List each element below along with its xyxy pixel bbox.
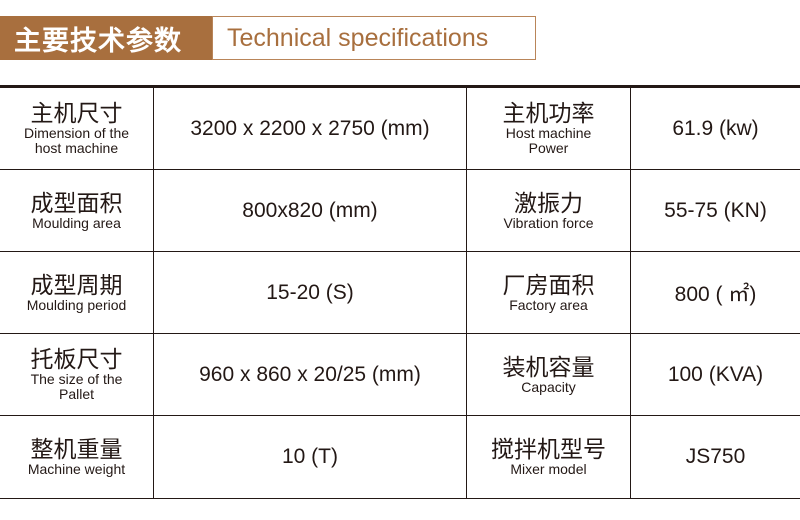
label-en: Mixer model <box>510 461 587 477</box>
spec-value: 61.9 (kw) <box>630 86 800 170</box>
label-cn: 成型周期 <box>30 271 123 298</box>
label-en: Moulding period <box>26 296 127 313</box>
section-title-en: Technical specifications <box>212 16 536 60</box>
label-cn: 成型面积 <box>30 189 123 216</box>
label-en: Moulding area <box>32 214 121 231</box>
spec-value: 100 (KVA) <box>630 333 800 416</box>
table-row: 主机尺寸 Dimension of the host machine 3200 x… <box>0 86 800 170</box>
spec-label: 装机容量 Capacity <box>466 333 631 416</box>
label-en: Machine weight <box>27 461 126 477</box>
label-en: Capacity <box>521 378 576 395</box>
spec-value: 55-75 (KN) <box>630 169 800 252</box>
label-en: Factory area <box>509 296 588 313</box>
label-cn: 激振力 <box>514 189 583 216</box>
spec-label: 托板尺寸 The size of the Pallet <box>0 333 154 416</box>
label-cn: 托板尺寸 <box>30 346 123 372</box>
spec-value: 800x820 (mm) <box>153 169 467 252</box>
spec-table: 主机尺寸 Dimension of the host machine 3200 x… <box>0 85 800 499</box>
spec-label: 激振力 Vibration force <box>466 169 631 252</box>
spec-label: 整机重量 Machine weight <box>0 415 154 499</box>
spec-label: 厂房面积 Factory area <box>466 251 631 334</box>
label-cn: 主机尺寸 <box>30 100 123 126</box>
table-row: 成型周期 Moulding period 15-20 (S) 厂房面积 Factor… <box>0 251 800 334</box>
label-cn: 搅拌机型号 <box>491 436 606 462</box>
table-row: 整机重量 Machine weight 10 (T) 搅拌机型号 Mixer mod… <box>0 415 800 499</box>
label-cn: 主机功率 <box>502 100 595 126</box>
spec-label: 主机尺寸 Dimension of the host machine <box>0 86 154 170</box>
spec-value: 15-20 (S) <box>153 251 467 334</box>
table-row: 托板尺寸 The size of the Pallet 960 x 860 x 2… <box>0 333 800 416</box>
spec-value: 800 ( ㎡) <box>630 251 800 334</box>
spec-label: 成型周期 Moulding period <box>0 251 154 334</box>
spec-value: 3200 x 2200 x 2750 (mm) <box>153 86 467 170</box>
section-title-cn: 主要技术参数 <box>0 16 212 60</box>
label-en: Host machine Power <box>505 125 592 156</box>
label-en: The size of the Pallet <box>30 371 123 402</box>
table-row: 成型面积 Moulding area 800x820 (mm) 激振力 Vibrat… <box>0 169 800 252</box>
spec-value: JS750 <box>630 415 800 499</box>
label-cn: 厂房面积 <box>502 271 595 298</box>
spec-label: 成型面积 Moulding area <box>0 169 154 252</box>
label-cn: 装机容量 <box>502 353 595 380</box>
spec-value: 10 (T) <box>153 415 467 499</box>
spec-label: 搅拌机型号 Mixer model <box>466 415 631 499</box>
spec-value: 960 x 860 x 20/25 (mm) <box>153 333 467 416</box>
label-cn: 整机重量 <box>30 436 123 462</box>
spec-label: 主机功率 Host machine Power <box>466 86 631 170</box>
label-en: Vibration force <box>503 214 594 231</box>
label-en: Dimension of the host machine <box>23 125 130 156</box>
